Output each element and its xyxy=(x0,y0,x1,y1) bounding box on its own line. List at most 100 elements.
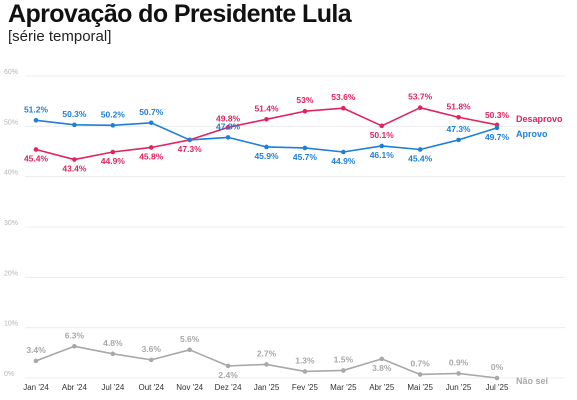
data-point xyxy=(456,371,461,376)
y-tick-label: 60% xyxy=(4,69,18,76)
data-point xyxy=(456,137,461,143)
data-label: 50.3% xyxy=(485,110,510,120)
series-label: Não sei xyxy=(516,376,548,386)
x-tick-label: Out '24 xyxy=(138,383,164,392)
data-label: 1.5% xyxy=(334,354,354,364)
data-label: 45.7% xyxy=(293,152,318,162)
data-label: 3.6% xyxy=(142,344,162,354)
series-aprovo: 51.2% 50.3% 50.2% 50.7% 47.8% 45.9% 45.7% 44.9%… xyxy=(24,104,548,166)
data-label: 47.3% xyxy=(178,144,203,154)
data-label: 50.2% xyxy=(101,109,126,119)
data-point xyxy=(494,125,500,131)
y-tick-label: 0% xyxy=(4,371,14,378)
data-point xyxy=(379,123,385,129)
x-tick-label: Jan '25 xyxy=(254,383,280,392)
data-label: 51.4% xyxy=(254,103,279,113)
data-label: 49.8% xyxy=(216,113,241,123)
data-point xyxy=(302,369,308,374)
data-label: 49.7% xyxy=(485,132,510,142)
data-label: 53% xyxy=(296,95,313,105)
data-point xyxy=(72,122,77,128)
data-point xyxy=(264,116,269,122)
data-label: 43.4% xyxy=(62,164,87,174)
x-tick-label: Dez '24 xyxy=(215,383,242,392)
gridlines: 0% 10% 20% 30% 40% 50% 60% xyxy=(4,69,565,379)
data-point xyxy=(341,368,346,373)
data-point xyxy=(72,343,77,349)
data-point xyxy=(110,149,116,155)
series-label: Aprovo xyxy=(516,129,548,139)
series-nao-sei: 3.4% 6.3% 4.8% 3.6% 5.6% 2.4% 2.7% 1.3% 1.5% 3.8%… xyxy=(26,330,548,386)
chart-title: Aprovação do Presidente Lula xyxy=(8,0,352,28)
data-label: 47.3% xyxy=(447,124,472,134)
data-point xyxy=(341,149,346,155)
data-label: 5.6% xyxy=(180,334,200,344)
data-label: 0% xyxy=(491,362,504,372)
data-point xyxy=(494,375,500,381)
data-label: 51.8% xyxy=(447,101,472,111)
x-tick-label: Jul '24 xyxy=(101,383,124,392)
data-label: 50.7% xyxy=(139,107,164,117)
x-tick-label: Jul '25 xyxy=(486,383,509,392)
data-point xyxy=(148,357,154,363)
data-point xyxy=(417,105,423,111)
data-point xyxy=(264,362,269,367)
data-label: 45.4% xyxy=(408,153,433,163)
data-point xyxy=(225,125,231,130)
data-label: 51.2% xyxy=(24,104,49,114)
data-label: 44.9% xyxy=(101,156,126,166)
data-label: 2.4% xyxy=(218,370,238,380)
data-point xyxy=(225,363,231,369)
data-point xyxy=(110,123,116,128)
y-tick-label: 30% xyxy=(4,220,18,227)
data-point xyxy=(33,358,39,364)
x-tick-label: Jun '25 xyxy=(446,383,472,392)
data-label: 45.9% xyxy=(254,151,279,161)
data-label: 1.3% xyxy=(295,355,315,365)
data-label: 0.7% xyxy=(410,358,430,368)
data-point xyxy=(456,114,461,120)
data-point xyxy=(379,356,385,362)
series-label: Desaprovo xyxy=(516,114,563,124)
data-point xyxy=(417,147,423,152)
x-tick-label: Mai '25 xyxy=(407,383,433,392)
data-label: 50.1% xyxy=(370,130,395,140)
data-point xyxy=(33,147,39,152)
y-tick-label: 20% xyxy=(4,270,18,277)
data-label: 45.8% xyxy=(139,151,164,161)
x-tick-label: Mar '25 xyxy=(330,383,357,392)
data-label: 46.1% xyxy=(370,150,395,160)
data-label: 3.4% xyxy=(26,345,46,355)
data-label: 0.9% xyxy=(449,357,469,367)
data-label: 45.4% xyxy=(24,153,49,163)
data-label: 44.9% xyxy=(331,156,356,166)
data-point xyxy=(187,137,192,143)
data-label: 3.8% xyxy=(372,363,392,373)
data-point xyxy=(110,351,116,357)
data-point xyxy=(379,143,385,149)
data-label: 6.3% xyxy=(65,330,85,340)
data-point xyxy=(148,120,154,126)
data-label: 53.7% xyxy=(408,92,433,102)
y-tick-label: 40% xyxy=(4,170,18,177)
data-point xyxy=(302,108,308,114)
x-axis: Jan '24 Abr '24 Jul '24 Out '24 Nov '24 Dez '… xyxy=(23,383,509,392)
chart-subtitle: [série temporal] xyxy=(8,28,112,45)
data-point xyxy=(148,145,154,150)
data-label: 50.3% xyxy=(62,109,87,119)
data-point xyxy=(72,157,77,162)
data-point xyxy=(341,105,346,111)
x-tick-label: Abr '24 xyxy=(62,383,88,392)
x-tick-label: Nov '24 xyxy=(176,383,203,392)
data-label: 47.8% xyxy=(216,121,241,131)
y-tick-label: 50% xyxy=(4,119,18,126)
data-point xyxy=(33,117,39,123)
data-point xyxy=(225,135,231,140)
data-label: 2.7% xyxy=(257,348,277,358)
series-desaprovo: 45.4% 43.4% 44.9% 45.8% 47.3% 49.8% 51.4% 53% 53… xyxy=(24,92,563,174)
data-label: 53.6% xyxy=(331,92,356,102)
x-tick-label: Fev '25 xyxy=(292,383,319,392)
data-point xyxy=(302,145,308,151)
x-tick-label: Abr '25 xyxy=(369,383,395,392)
